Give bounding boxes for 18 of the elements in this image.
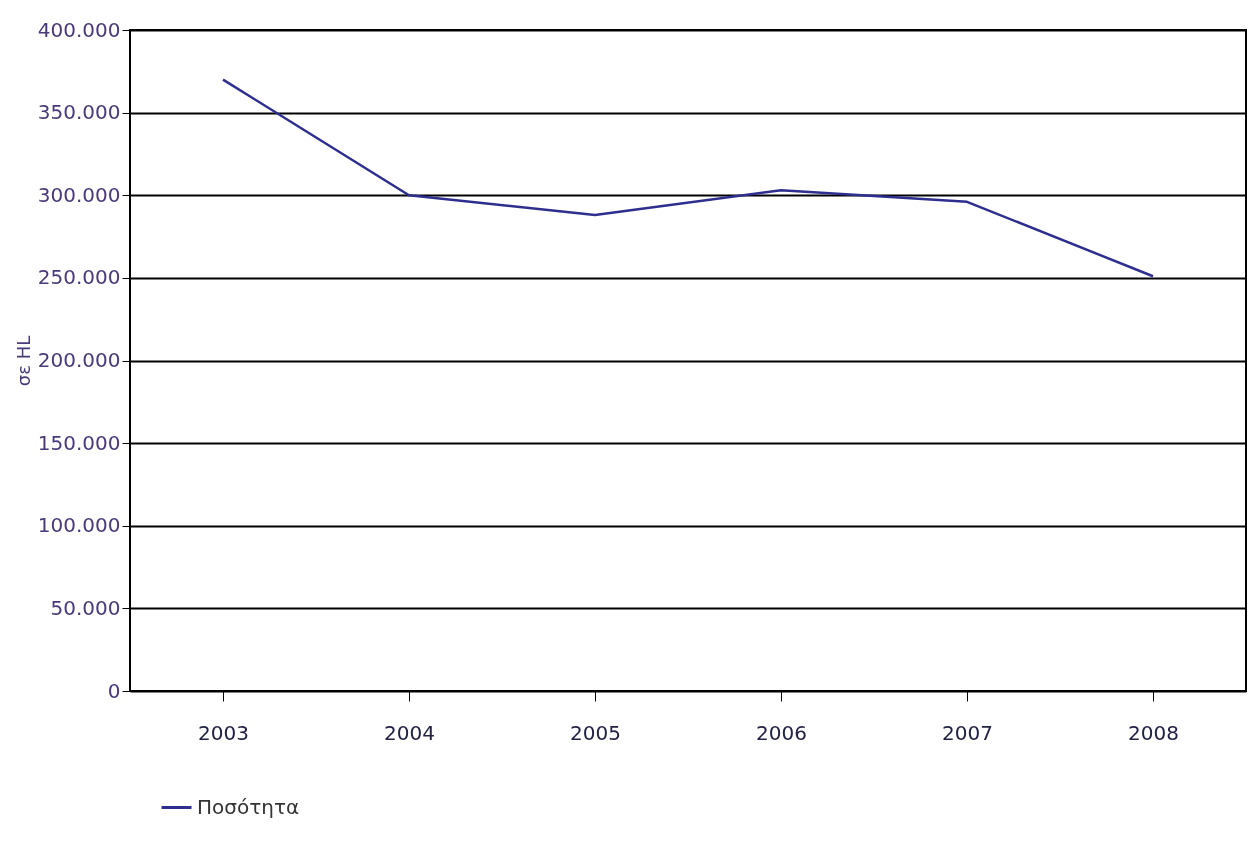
line-series bbox=[221, 78, 1155, 278]
x-tick-label: 2008 bbox=[1128, 720, 1179, 745]
y-tick-label: 200.000 bbox=[37, 348, 121, 372]
y-tick-label: 300.000 bbox=[37, 182, 121, 207]
y-tick-label: 400.000 bbox=[37, 17, 121, 42]
x-tick-label: 2003 bbox=[198, 720, 249, 745]
y-tick-label: 100.000 bbox=[37, 513, 121, 538]
x-tick-label: 2004 bbox=[384, 720, 435, 745]
x-tick-label: 2006 bbox=[756, 720, 807, 745]
x-tick-label: 2007 bbox=[942, 720, 993, 745]
y-tick-label: 250.000 bbox=[37, 265, 121, 290]
x-tick-label: 2005 bbox=[570, 720, 621, 745]
y-tick-label: 0 bbox=[107, 678, 121, 703]
y-tick-label: 50.000 bbox=[50, 595, 121, 620]
y-tick-label: 150.000 bbox=[37, 430, 121, 455]
y-axis-title: σε HL bbox=[12, 335, 34, 387]
legend-label: Ποσότητα bbox=[197, 794, 300, 819]
y-tick-label: 350.000 bbox=[37, 100, 121, 125]
